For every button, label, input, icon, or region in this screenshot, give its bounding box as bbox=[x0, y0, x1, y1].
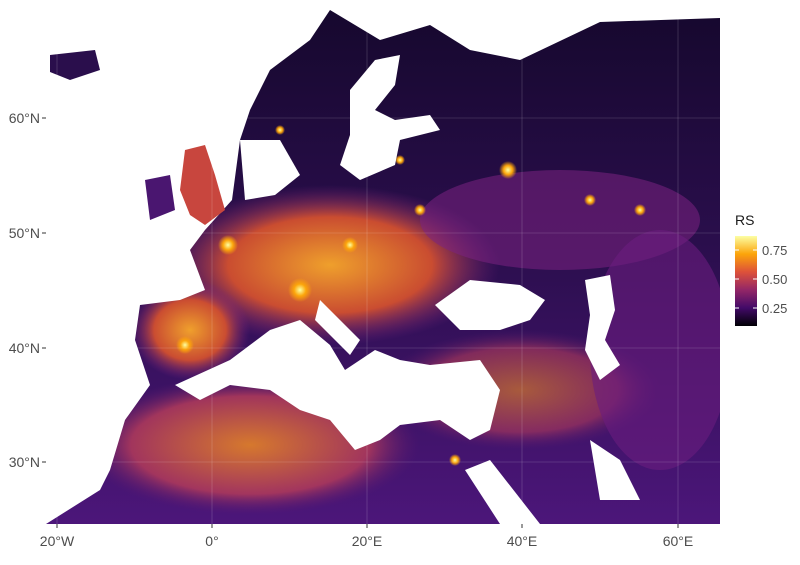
central-asia-region bbox=[590, 230, 720, 470]
iberia-high-rs-region bbox=[130, 280, 250, 380]
x-axis-labels: 20°W 0° 20°E 40°E 60°E bbox=[40, 533, 693, 549]
x-tick-label: 20°E bbox=[352, 533, 383, 549]
north-sea bbox=[240, 140, 300, 200]
y-tick-label: 30°N bbox=[9, 454, 40, 470]
atlantic-ocean bbox=[46, 10, 330, 524]
black-sea bbox=[435, 280, 545, 330]
europe-high-rs-region bbox=[160, 185, 500, 345]
y-tick-label: 60°N bbox=[9, 110, 40, 126]
persian-gulf bbox=[590, 440, 640, 500]
gridlines bbox=[46, 10, 720, 524]
mediterranean-sea bbox=[175, 320, 500, 450]
color-legend: RS 0.75 0.50 0.25 bbox=[735, 212, 787, 326]
ireland bbox=[145, 175, 175, 220]
adriatic-sea bbox=[315, 300, 360, 355]
legend-tick-label: 0.25 bbox=[762, 301, 787, 316]
x-tick-label: 0° bbox=[205, 533, 218, 549]
x-tick-label: 60°E bbox=[663, 533, 694, 549]
x-tick-label: 40°E bbox=[507, 533, 538, 549]
red-sea bbox=[465, 460, 540, 524]
map-panel bbox=[46, 10, 720, 524]
arctic-sea bbox=[330, 10, 720, 60]
great-britain bbox=[180, 145, 225, 225]
caspian-sea bbox=[585, 275, 620, 380]
legend-tick-label: 0.75 bbox=[762, 243, 787, 258]
legend-colorbar bbox=[735, 236, 757, 326]
water-bodies bbox=[46, 10, 720, 524]
legend-tick-label: 0.50 bbox=[762, 272, 787, 287]
axis-ticks bbox=[42, 117, 679, 528]
legend-tick-marks bbox=[735, 249, 757, 309]
y-tick-label: 40°N bbox=[9, 340, 40, 356]
baltic-sea bbox=[340, 55, 440, 180]
legend-tick-labels: 0.75 0.50 0.25 bbox=[762, 243, 787, 316]
legend-title: RS bbox=[735, 212, 754, 228]
y-tick-label: 50°N bbox=[9, 225, 40, 241]
x-tick-label: 20°W bbox=[40, 533, 75, 549]
iceland bbox=[50, 50, 100, 80]
y-axis-labels: 60°N 50°N 40°N 30°N bbox=[9, 110, 40, 470]
